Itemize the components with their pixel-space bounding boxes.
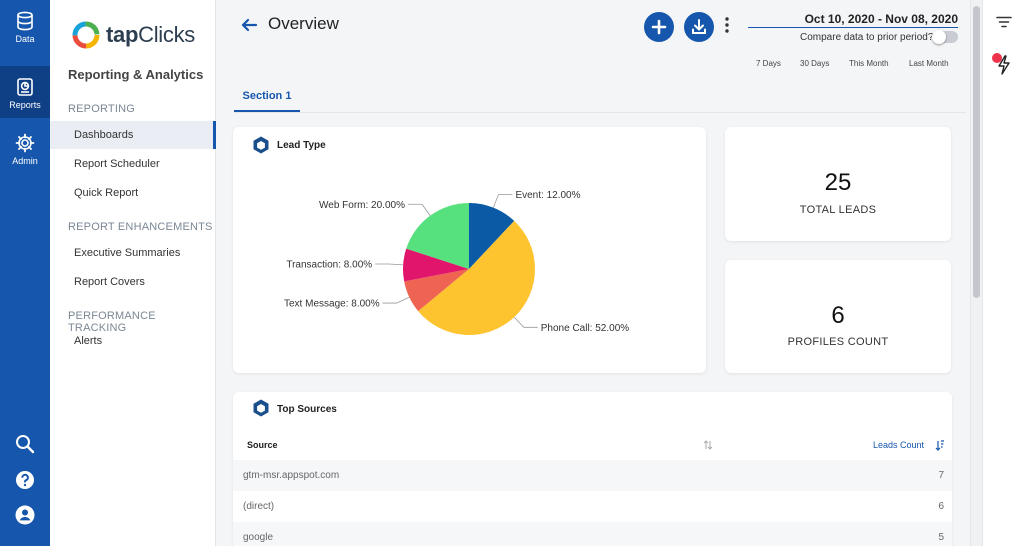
more-options-icon[interactable]: [724, 16, 730, 34]
search-icon[interactable]: [14, 433, 36, 455]
range-this-month[interactable]: This Month: [849, 59, 889, 68]
compare-toggle[interactable]: [932, 30, 958, 44]
total-leads-value: 25: [824, 169, 852, 196]
date-range-picker[interactable]: Oct 10, 2020 - Nov 08, 2020: [804, 12, 958, 26]
section-reporting: REPORTING: [68, 103, 135, 115]
sidebar-item-executive-summaries[interactable]: Executive Summaries: [74, 247, 181, 259]
sidebar-item-quick-report[interactable]: Quick Report: [74, 187, 139, 199]
cell-source: (direct): [243, 501, 275, 512]
pie-slice-label: Transaction: 8.00%: [286, 259, 372, 270]
date-range-underline: [748, 27, 958, 28]
pie-slice[interactable]: [406, 203, 469, 269]
lead-type-card: Lead Type Event: 12.00% Phone Call: 52.00…: [233, 127, 706, 373]
scrollbar[interactable]: [970, 0, 982, 546]
table-row[interactable]: gtm-msr.appspot.com 7: [233, 460, 952, 491]
rail-item-reports[interactable]: Reports: [0, 66, 50, 118]
plus-icon: [651, 19, 667, 35]
gear-icon: [15, 133, 35, 153]
app-rail: Data Reports Admin: [0, 0, 50, 546]
cell-count: 5: [938, 532, 944, 543]
section-performance-tracking: PERFORMANCE TRACKING: [68, 310, 156, 334]
tab-divider: [234, 112, 966, 113]
lightning-icon[interactable]: [995, 54, 1013, 76]
back-arrow-icon[interactable]: [240, 16, 258, 34]
sidebar-title: Reporting & Analytics: [68, 67, 204, 82]
total-leads-card: 25 TOTAL LEADS: [725, 127, 951, 241]
column-header-leads-count[interactable]: Leads Count: [873, 440, 925, 450]
range-last-month[interactable]: Last Month: [909, 59, 949, 68]
database-icon: [17, 11, 33, 31]
lead-type-pie-chart: Event: 12.00% Phone Call: 52.00% Text Mess…: [284, 190, 630, 335]
sidebar-item-alerts[interactable]: Alerts: [74, 335, 103, 347]
lead-type-title: Lead Type: [277, 140, 326, 151]
reports-icon: [17, 78, 33, 96]
rail-label-data: Data: [15, 34, 35, 44]
pie-leader-line: [492, 194, 513, 208]
cell-source: gtm-msr.appspot.com: [243, 470, 340, 481]
table-row[interactable]: google 5: [233, 522, 952, 546]
reporting-sidebar: tapClicks Reporting & Analytics REPORTIN…: [50, 0, 216, 546]
rail-label-reports: Reports: [9, 100, 41, 110]
scrollbar-thumb[interactable]: [973, 6, 980, 298]
add-button[interactable]: [644, 12, 674, 42]
cell-count: 6: [938, 501, 944, 512]
pie-slice-label: Web Form: 20.00%: [319, 200, 405, 211]
pie-slice-label: Text Message: 8.00%: [284, 299, 380, 310]
table-header: Source Leads Count: [233, 430, 952, 460]
pie-leader-line: [407, 203, 431, 216]
range-30-days[interactable]: 30 Days: [800, 59, 830, 68]
pie-leader-line: [513, 316, 538, 328]
top-sources-table: Source Leads Count gtm-msr.appspot.com 7…: [233, 430, 952, 546]
tab-section-1[interactable]: Section 1: [234, 90, 300, 112]
logo-icon: [72, 21, 100, 49]
download-button[interactable]: [684, 12, 714, 42]
download-icon: [692, 19, 706, 34]
profiles-count-label: PROFILES COUNT: [787, 336, 889, 348]
sort-descending-icon[interactable]: [935, 440, 945, 451]
profiles-count-card: 6 PROFILES COUNT: [725, 260, 951, 373]
filter-icon[interactable]: [996, 16, 1012, 28]
sort-icon[interactable]: [703, 440, 713, 450]
top-sources-title: Top Sources: [277, 404, 337, 415]
section-report-enhancements: REPORT ENHANCEMENTS: [68, 221, 213, 233]
pie-slice[interactable]: [418, 220, 535, 335]
top-sources-card: Top Sources Source Leads Count gtm-msr.a…: [233, 392, 952, 546]
rail-item-data[interactable]: Data: [0, 0, 50, 52]
user-icon[interactable]: [14, 504, 36, 526]
cell-count: 7: [938, 470, 944, 481]
widget-cube-icon: [253, 136, 269, 154]
tapclicks-logo[interactable]: tapClicks: [70, 18, 195, 52]
widget-cube-icon: [253, 399, 269, 417]
sidebar-item-report-covers[interactable]: Report Covers: [74, 276, 145, 288]
pie-leader-line: [375, 263, 404, 266]
total-leads-label: TOTAL LEADS: [799, 204, 877, 216]
right-rail: [982, 0, 1024, 546]
pie-slice-label: Phone Call: 52.00%: [541, 323, 630, 334]
cell-source: google: [243, 532, 274, 543]
pie-slice-label: Event: 12.00%: [515, 190, 580, 201]
help-icon[interactable]: [14, 469, 36, 491]
profiles-count-value: 6: [831, 302, 845, 329]
pie-leader-line: [382, 296, 410, 304]
sidebar-item-dashboards[interactable]: Dashboards: [50, 121, 216, 149]
toggle-knob: [932, 30, 946, 44]
sidebar-item-report-scheduler[interactable]: Report Scheduler: [74, 158, 160, 170]
pie-slice[interactable]: [404, 269, 469, 312]
column-header-source[interactable]: Source: [247, 440, 278, 450]
range-7-days[interactable]: 7 Days: [756, 59, 781, 68]
rail-label-admin: Admin: [12, 156, 38, 166]
logo-text: tapClicks: [106, 22, 195, 47]
compare-label: Compare data to prior period?: [800, 32, 934, 43]
pie-slice[interactable]: [469, 203, 515, 269]
pie-slice[interactable]: [403, 248, 469, 282]
rail-item-admin[interactable]: Admin: [0, 122, 50, 174]
table-row[interactable]: (direct) 6: [233, 491, 952, 522]
notification-badge: [992, 53, 1002, 63]
page-title: Overview: [268, 14, 339, 33]
